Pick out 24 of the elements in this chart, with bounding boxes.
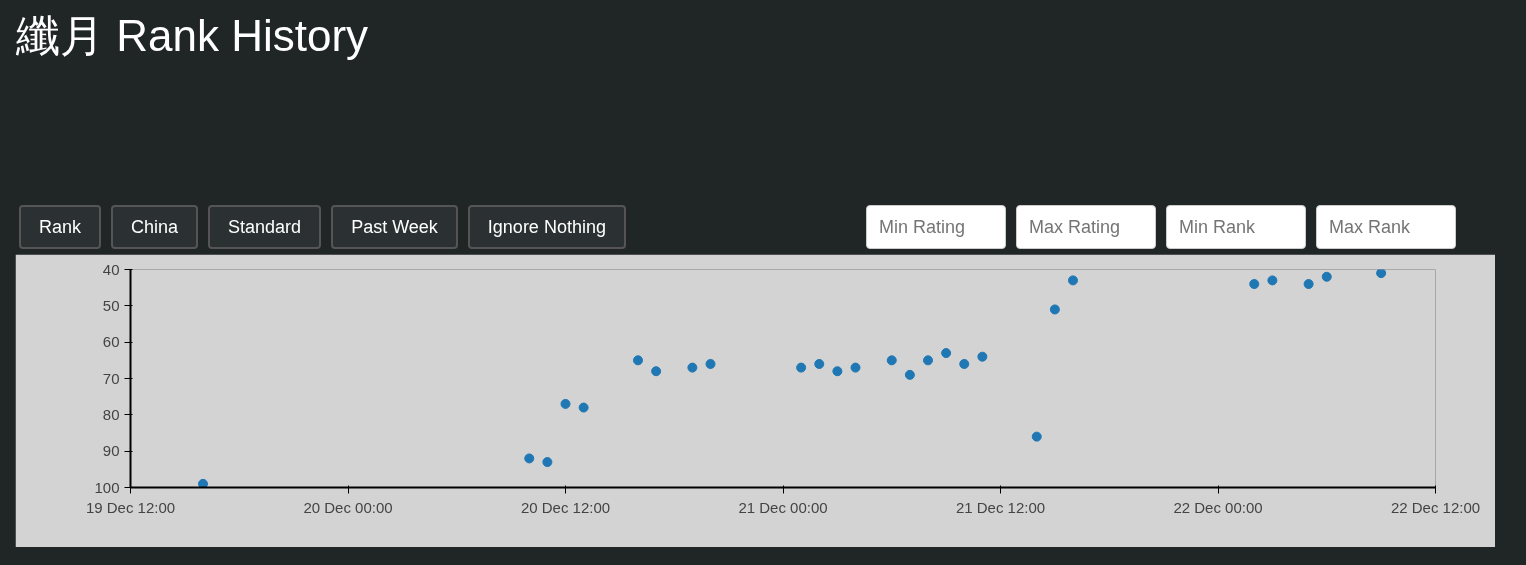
text: Min Rank (1165, 205, 1306, 249)
x-tick-label: 21 Dec 12:00 (955, 498, 1046, 516)
y-tick-label: 90 (102, 442, 120, 460)
x-tick-label: 20 Dec 12:00 (520, 498, 611, 516)
text: Standard (208, 205, 322, 249)
x-tick-label: 22 Dec 00:00 (1173, 498, 1263, 516)
x-tick-label: 19 Dec 12:00 (85, 498, 176, 516)
text: Rank (19, 205, 102, 249)
text: Ignore Nothing (467, 205, 626, 249)
y-tick-label: 50 (102, 296, 120, 314)
text: Max Rank (1315, 205, 1456, 249)
x-tick-label: 21 Dec 00:00 (738, 498, 828, 516)
chart-title: 纖月 Rank History (16, 10, 369, 62)
y-tick-label: 80 (102, 405, 120, 423)
y-tick-label: 40 (102, 260, 120, 278)
x-tick-label: 22 Dec 12:00 (1390, 498, 1481, 516)
text: Max Rating (1015, 205, 1156, 249)
text: Min Rating (865, 205, 1006, 249)
y-tick-label: 70 (102, 369, 120, 387)
text: Past Week (331, 205, 458, 249)
y-tick-label: 60 (102, 333, 120, 351)
y-tick-label: 100 (94, 478, 120, 496)
text: China (111, 205, 199, 249)
x-tick-label: 20 Dec 00:00 (303, 498, 393, 516)
